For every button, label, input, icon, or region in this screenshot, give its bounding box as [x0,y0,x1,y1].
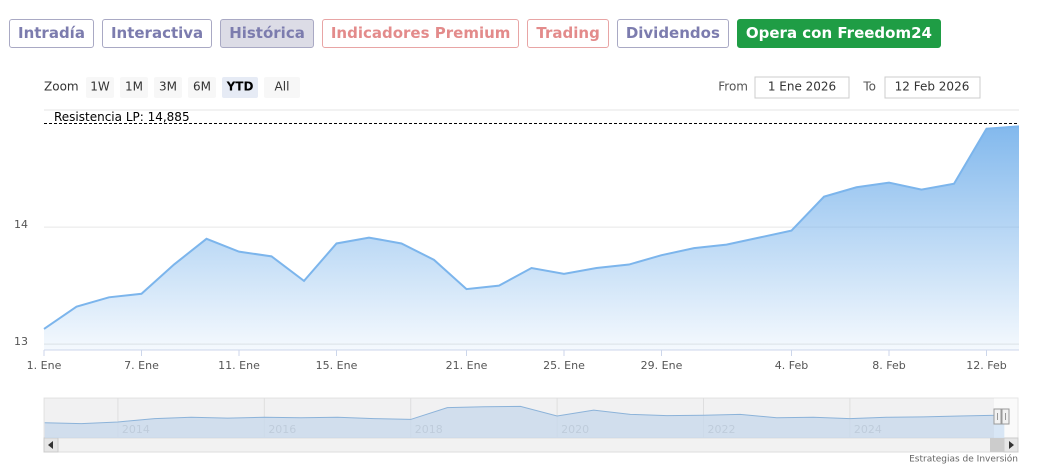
zoom-button-label: 1M [125,80,143,94]
arrow-left [48,441,53,449]
tab[interactable]: Interactiva [101,19,213,48]
zoom-button[interactable] [86,77,114,98]
tab[interactable]: Opera con Freedom24 [736,19,941,48]
from-date: 1 Ene 2026 [768,80,836,94]
x-tick-label: 15. Ene [316,359,358,372]
scrollbar-track[interactable] [43,437,1019,453]
x-tick-label: 4. Feb [775,359,808,372]
zoom-button-label: 3M [159,80,177,94]
zoom-button-label: YTD [226,80,254,94]
x-tick-label: 25. Ene [543,359,585,372]
x-tick-label: 1. Ene [27,359,62,372]
x-tick-label: 7. Ene [124,359,159,372]
zoom-button-label: All [275,80,290,94]
navigator-area [44,406,1005,438]
from-input[interactable] [754,76,850,99]
y-tick-label: 14 [14,218,28,231]
zoom-button[interactable] [154,77,182,98]
zoom-button[interactable] [264,77,300,98]
x-tick-label: 21. Ene [446,359,488,372]
zoom-button[interactable] [120,77,148,98]
to-label: To [862,80,876,94]
navigator-mask [44,398,994,438]
area [44,126,1019,350]
x-tick-label: 29. Ene [641,359,683,372]
arrow-right [1009,441,1014,449]
tab[interactable]: Histórica [220,19,314,48]
line [43,125,1020,330]
zoom-button[interactable] [222,77,258,98]
to-date: 12 Feb 2026 [895,80,970,94]
scroll-thumb[interactable] [990,438,1004,452]
x-tick-label: 12. Feb [966,359,1006,372]
from-label: From [718,80,748,94]
tab-bar: Intradía Interactiva Histórica Indicadores … [9,19,941,48]
zoom-button-label: 1W [90,80,110,94]
tab[interactable]: Intradía [9,19,94,48]
zoom-label: Zoom [44,80,79,94]
x-tick-label: 8. Feb [872,359,905,372]
tab[interactable]: Trading [527,19,609,48]
navigator-line [44,405,1005,425]
tab[interactable]: Dividendos [616,19,729,48]
credits: Estrategias de Inversión [909,454,1018,465]
zoom-button-label: 6M [193,80,211,94]
y-tick-label: 13 [14,335,28,348]
to-input[interactable] [884,76,981,99]
resistance-label: Resistencia LP: 14,885 [54,110,190,124]
tab[interactable]: Indicadores Premium [321,19,520,48]
zoom-button[interactable] [188,77,216,98]
x-tick-label: 11. Ene [218,359,260,372]
